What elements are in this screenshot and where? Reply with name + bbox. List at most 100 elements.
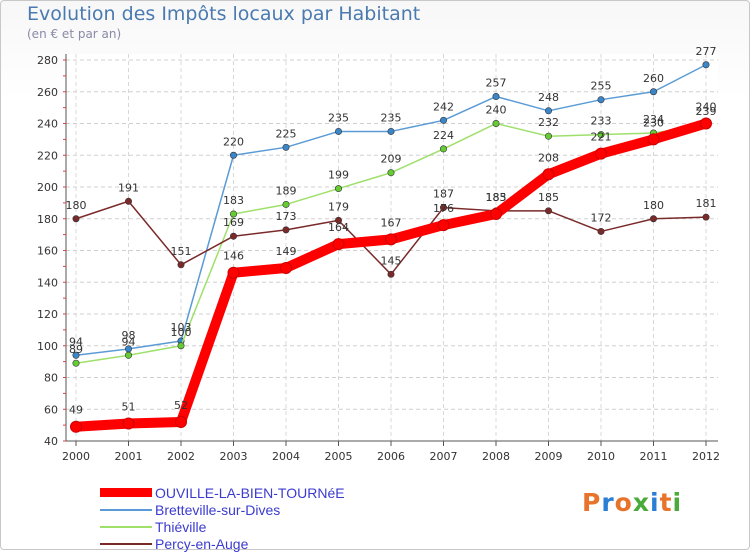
- data-label-ouville-la-bien-tournee-2004: 149: [276, 245, 297, 258]
- x-tick-label-2010: 2010: [587, 450, 615, 463]
- x-tick-label-2012: 2012: [692, 450, 720, 463]
- data-label-bretteville-sur-dives-2012: 277: [696, 45, 717, 58]
- point-percy-en-auge-2010: [597, 227, 605, 235]
- data-label-bretteville-sur-dives-2008: 257: [486, 77, 507, 90]
- legend-swatch: [100, 488, 152, 497]
- y-tick-label-180: 180: [37, 213, 58, 226]
- data-label-bretteville-sur-dives-2005: 235: [328, 111, 349, 124]
- point-bretteville-sur-dives-2006: [387, 127, 395, 135]
- data-label-percy-en-auge-2002: 151: [171, 245, 192, 258]
- data-label-percy-en-auge-2006: 145: [381, 254, 402, 267]
- data-label-ouville-la-bien-tournee-2000: 49: [69, 404, 83, 417]
- data-label-ouville-la-bien-tournee-2009: 208: [538, 151, 559, 164]
- point-bretteville-sur-dives-2000: [72, 351, 80, 359]
- point-bretteville-sur-dives-2007: [439, 116, 447, 124]
- y-tick-label-280: 280: [37, 54, 58, 67]
- data-label-thieville-2010: 233: [591, 115, 612, 128]
- y-tick-label-140: 140: [37, 276, 58, 289]
- logo-letter: o: [614, 488, 633, 517]
- logo-letter: r: [601, 488, 615, 517]
- logo-letter: P: [582, 488, 602, 517]
- legend-item-bretteville-sur-dives: Bretteville-sur-Dives: [100, 501, 345, 518]
- logo-letter: i: [672, 488, 683, 517]
- point-ouville-la-bien-tournee-2010: [595, 147, 607, 160]
- plot-area: [66, 54, 718, 441]
- point-thieville-2009: [544, 132, 552, 140]
- legend-label: Bretteville-sur-Dives: [155, 501, 281, 518]
- x-tick-label-2009: 2009: [535, 450, 563, 463]
- point-ouville-la-bien-tournee-2009: [542, 168, 555, 181]
- chart-legend: OUVILLE-LA-BIEN-TOURNéE Bretteville-sur-D…: [100, 484, 345, 552]
- legend-swatch: [100, 525, 152, 528]
- point-thieville-2000: [72, 359, 80, 367]
- data-label-bretteville-sur-dives-2007: 242: [433, 100, 454, 113]
- data-label-ouville-la-bien-tournee-2003: 146: [223, 250, 244, 263]
- point-thieville-2008: [492, 120, 500, 128]
- x-tick-label-2005: 2005: [325, 450, 353, 463]
- data-label-percy-en-auge-2001: 191: [118, 181, 139, 194]
- y-tick-label-240: 240: [37, 118, 58, 131]
- data-label-ouville-la-bien-tournee-2008: 183: [486, 191, 507, 204]
- x-tick-label-2003: 2003: [220, 450, 248, 463]
- legend-label: Percy-en-Auge: [155, 535, 249, 552]
- data-label-bretteville-sur-dives-2011: 260: [643, 72, 664, 85]
- data-label-ouville-la-bien-tournee-2001: 51: [122, 401, 136, 414]
- point-ouville-la-bien-tournee-2003: [227, 266, 240, 279]
- data-label-bretteville-sur-dives-2002: 103: [171, 321, 192, 334]
- data-label-thieville-2000: 89: [69, 343, 83, 356]
- x-tick-label-2008: 2008: [482, 450, 510, 463]
- data-label-thieville-2012: 239: [696, 105, 717, 118]
- logo-letter: t: [659, 488, 673, 517]
- y-tick-label-100: 100: [37, 340, 58, 353]
- point-ouville-la-bien-tournee-2002: [175, 415, 187, 428]
- point-ouville-la-bien-tournee-2005: [332, 238, 345, 251]
- point-bretteville-sur-dives-2005: [334, 127, 342, 135]
- data-label-bretteville-sur-dives-2000: 94: [69, 335, 83, 348]
- x-tick-label-2006: 2006: [377, 450, 405, 463]
- point-percy-en-auge-2011: [649, 215, 657, 223]
- x-tick-label-2000: 2000: [62, 450, 90, 463]
- point-ouville-la-bien-tournee-2006: [385, 233, 397, 246]
- point-ouville-la-bien-tournee-2007: [437, 219, 450, 232]
- data-label-percy-en-auge-2000: 180: [66, 199, 87, 212]
- data-label-ouville-la-bien-tournee-2005: 164: [328, 221, 349, 234]
- point-thieville-2001: [125, 351, 133, 359]
- x-tick-label-2007: 2007: [430, 450, 458, 463]
- data-label-thieville-2005: 199: [328, 169, 349, 182]
- data-label-thieville-2009: 232: [538, 116, 559, 129]
- logo-letter: i: [650, 488, 660, 517]
- y-tick-label-200: 200: [37, 181, 58, 194]
- y-tick-label-160: 160: [37, 245, 58, 258]
- x-tick-label-2004: 2004: [272, 450, 300, 463]
- point-ouville-la-bien-tournee-2000: [70, 420, 82, 433]
- legend-swatch: [100, 542, 152, 545]
- data-label-percy-en-auge-2007: 187: [433, 188, 454, 201]
- legend-item-thieville: Thiéville: [100, 518, 345, 535]
- y-tick-label-40: 40: [44, 435, 58, 448]
- data-label-percy-en-auge-2008: 185: [486, 191, 507, 204]
- data-label-thieville-2011: 234: [643, 113, 664, 126]
- point-percy-en-auge-2006: [387, 270, 395, 278]
- data-label-thieville-2004: 189: [276, 184, 297, 197]
- point-thieville-2006: [387, 169, 395, 177]
- data-label-ouville-la-bien-tournee-2010: 221: [591, 131, 612, 144]
- point-ouville-la-bien-tournee-2004: [280, 261, 292, 274]
- data-label-percy-en-auge-2005: 179: [328, 200, 349, 213]
- data-label-thieville-2008: 240: [486, 104, 507, 117]
- y-tick-label-60: 60: [44, 403, 58, 416]
- data-label-bretteville-sur-dives-2009: 248: [538, 91, 559, 104]
- point-bretteville-sur-dives-2012: [702, 61, 710, 69]
- point-thieville-2002: [177, 342, 185, 350]
- data-label-ouville-la-bien-tournee-2007: 176: [433, 202, 454, 215]
- point-percy-en-auge-2002: [177, 261, 185, 269]
- data-label-bretteville-sur-dives-2003: 220: [223, 135, 244, 148]
- x-tick-label-2011: 2011: [640, 450, 668, 463]
- point-ouville-la-bien-tournee-2011: [647, 133, 660, 146]
- data-label-ouville-la-bien-tournee-2011: 230: [643, 116, 664, 129]
- data-label-percy-en-auge-2012: 181: [696, 197, 717, 210]
- point-thieville-2010: [597, 131, 605, 139]
- legend-swatch: [100, 508, 152, 511]
- logo-letter: x: [632, 488, 650, 517]
- data-label-ouville-la-bien-tournee-2006: 167: [381, 216, 402, 229]
